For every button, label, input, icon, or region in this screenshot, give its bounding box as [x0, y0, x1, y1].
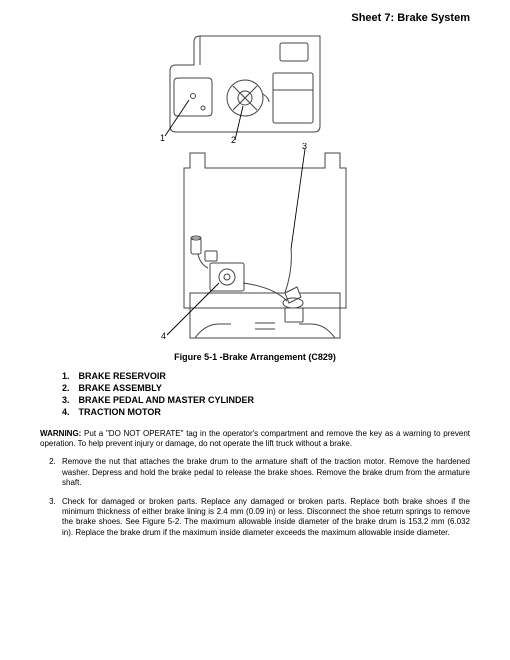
figure-wrap: 1 2 [40, 28, 470, 362]
callout-3: 3 [302, 143, 307, 151]
callout-1: 1 [160, 133, 165, 143]
warning-text: Put a "DO NOT OPERATE" tag in the operat… [40, 429, 470, 448]
procedure-steps: Remove the nut that attaches the brake d… [40, 457, 470, 538]
legend-row: 1. BRAKE RESERVOIR [62, 370, 470, 382]
header-title: Sheet 7: Brake System [351, 12, 470, 24]
page: Sheet 7: Brake System [0, 0, 510, 660]
figure-bottom: 3 4 [135, 143, 375, 348]
callout-2: 2 [231, 135, 236, 143]
legend-num: 3. [62, 394, 76, 406]
warning-label: WARNING: [40, 429, 81, 438]
legend-row: 2. BRAKE ASSEMBLY [62, 382, 470, 394]
step-item: Check for damaged or broken parts. Repla… [58, 497, 470, 539]
parts-legend: 1. BRAKE RESERVOIR 2. BRAKE ASSEMBLY 3. … [62, 370, 470, 419]
legend-num: 1. [62, 370, 76, 382]
legend-num: 2. [62, 382, 76, 394]
figure-top: 1 2 [145, 28, 365, 143]
legend-row: 4. TRACTION MOTOR [62, 406, 470, 418]
step-item: Remove the nut that attaches the brake d… [58, 457, 470, 488]
legend-row: 3. BRAKE PEDAL AND MASTER CYLINDER [62, 394, 470, 406]
callout-4: 4 [161, 331, 166, 341]
legend-label: BRAKE PEDAL AND MASTER CYLINDER [79, 395, 255, 405]
page-header: Sheet 7: Brake System [40, 12, 470, 24]
legend-label: BRAKE RESERVOIR [79, 371, 166, 381]
legend-num: 4. [62, 406, 76, 418]
figure-caption: Figure 5-1 -Brake Arrangement (C829) [40, 352, 470, 362]
legend-label: TRACTION MOTOR [79, 407, 161, 417]
legend-label: BRAKE ASSEMBLY [79, 383, 162, 393]
warning-paragraph: WARNING: Put a "DO NOT OPERATE" tag in t… [40, 429, 470, 450]
